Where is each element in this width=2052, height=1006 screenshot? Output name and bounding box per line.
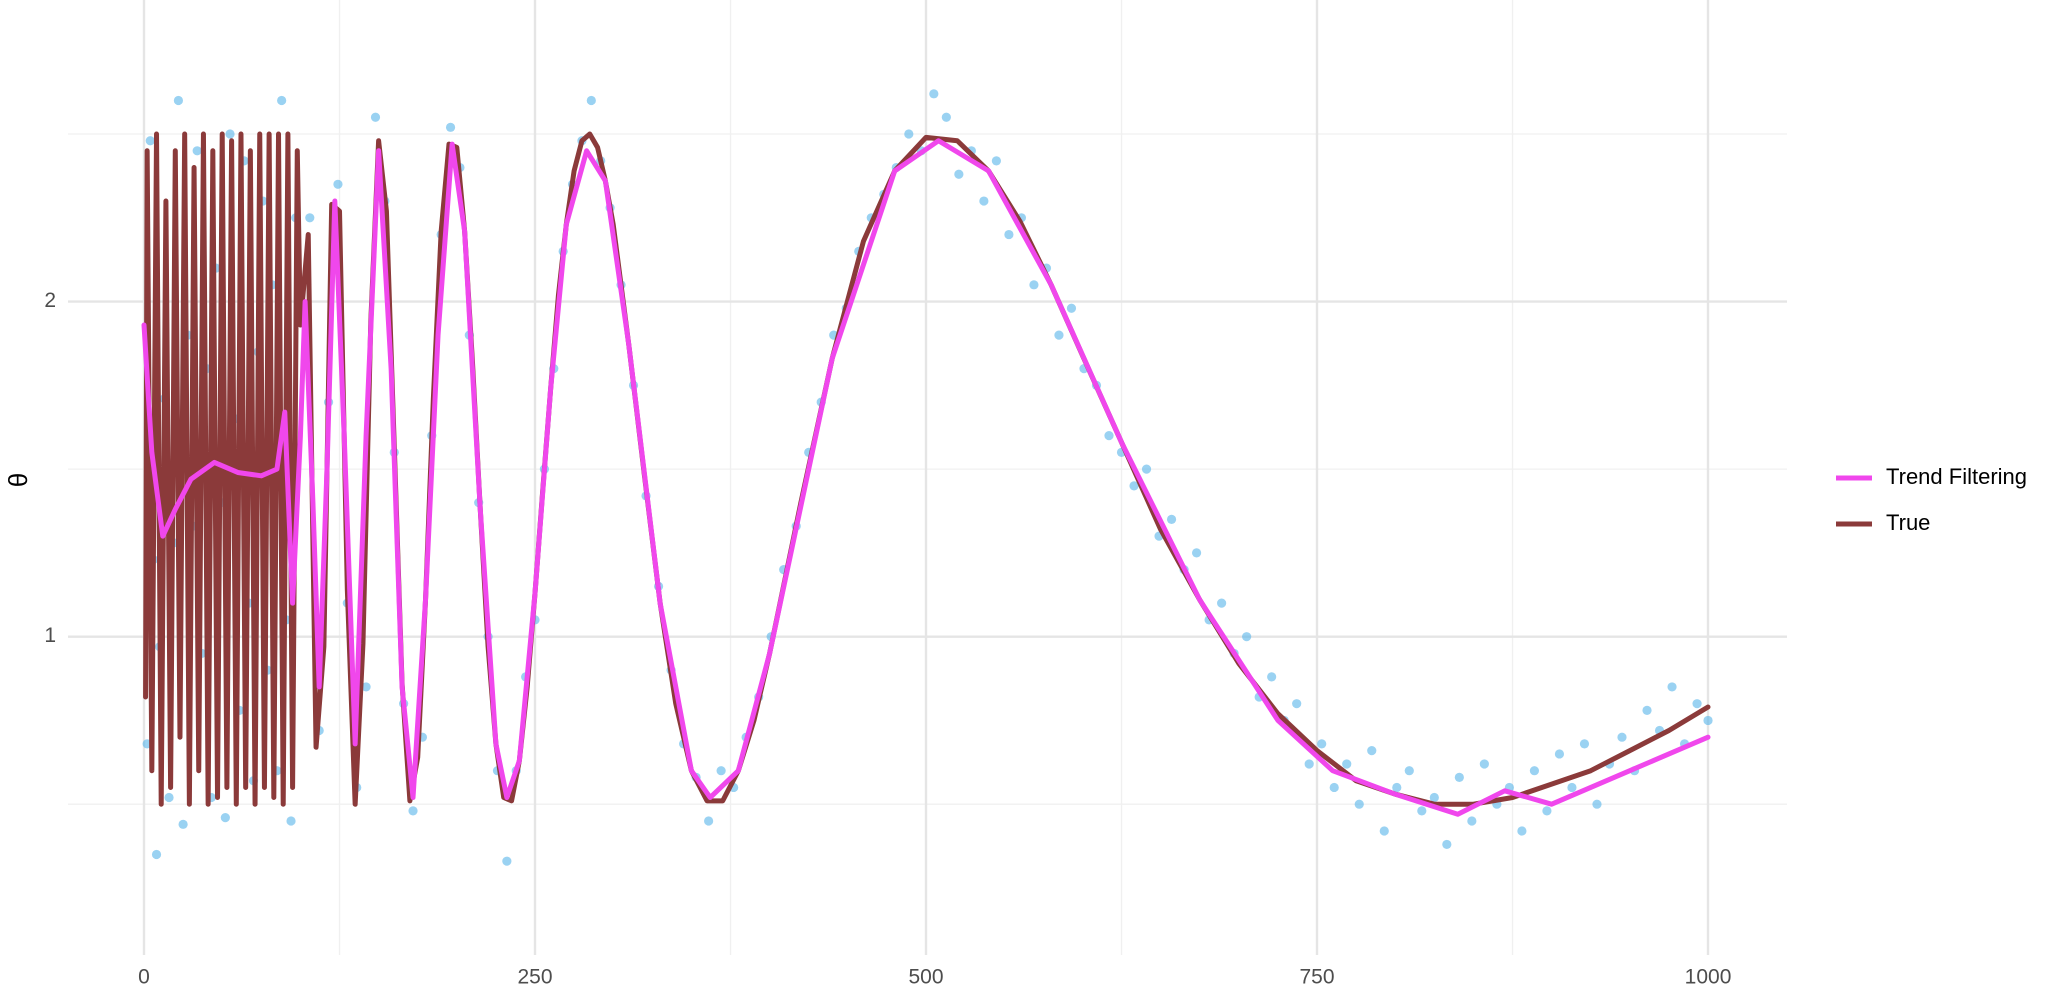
point xyxy=(286,816,296,826)
point xyxy=(1479,759,1489,769)
point xyxy=(408,806,418,816)
point xyxy=(941,112,951,122)
point xyxy=(1667,682,1677,692)
point xyxy=(904,129,914,139)
point xyxy=(164,792,174,803)
point xyxy=(445,122,456,132)
point xyxy=(1191,548,1202,558)
point xyxy=(220,813,230,823)
point xyxy=(716,766,726,776)
point xyxy=(1617,732,1627,742)
point xyxy=(1267,672,1277,682)
point xyxy=(1242,632,1252,642)
point xyxy=(1542,806,1552,816)
point xyxy=(1392,782,1402,793)
point xyxy=(1342,759,1352,769)
point xyxy=(1054,330,1064,340)
y-axis-label: θ xyxy=(3,473,33,487)
point xyxy=(277,95,287,106)
point xyxy=(1467,816,1477,826)
point xyxy=(1554,749,1565,759)
point xyxy=(1692,699,1702,709)
point xyxy=(1129,481,1139,491)
point xyxy=(173,95,184,106)
point xyxy=(1529,766,1540,776)
point xyxy=(1029,280,1039,290)
point xyxy=(1004,229,1014,240)
x-tick-label: 250 xyxy=(517,966,552,989)
point xyxy=(704,816,714,826)
point xyxy=(1567,782,1577,793)
x-tick-label: 750 xyxy=(1299,966,1334,989)
point xyxy=(1354,799,1364,809)
point xyxy=(502,856,512,866)
point xyxy=(586,95,596,106)
x-tick-label: 500 xyxy=(908,966,943,989)
point xyxy=(1317,739,1327,749)
point xyxy=(1579,739,1590,749)
point xyxy=(1304,759,1314,769)
point xyxy=(1292,699,1302,709)
point xyxy=(1417,806,1427,816)
point xyxy=(1592,799,1602,809)
point xyxy=(1217,598,1227,608)
point xyxy=(1329,782,1339,793)
y-tick-label: 2 xyxy=(44,289,56,312)
point xyxy=(1454,772,1464,783)
y-tick-label: 1 xyxy=(44,624,56,647)
point xyxy=(305,213,315,223)
point xyxy=(1166,514,1177,524)
x-tick-label: 0 xyxy=(138,966,150,989)
legend-label: True xyxy=(1886,510,1930,535)
point xyxy=(1517,826,1527,836)
point xyxy=(1429,792,1439,803)
point xyxy=(1442,839,1452,850)
point xyxy=(145,136,155,146)
point xyxy=(1703,715,1713,726)
point xyxy=(979,196,989,206)
point xyxy=(178,819,188,829)
point xyxy=(1367,745,1377,756)
point xyxy=(954,169,964,179)
point xyxy=(1104,431,1114,441)
point xyxy=(1066,303,1077,313)
point xyxy=(929,89,939,99)
point xyxy=(991,156,1001,166)
point xyxy=(151,849,162,860)
point xyxy=(1404,766,1414,776)
point xyxy=(1379,826,1389,836)
point xyxy=(361,682,371,692)
point xyxy=(1642,705,1652,715)
point xyxy=(370,112,381,122)
point xyxy=(333,179,343,189)
point xyxy=(225,129,235,139)
point xyxy=(192,146,202,156)
legend-label: Trend Filtering xyxy=(1886,464,2027,489)
x-tick-label: 1000 xyxy=(1685,966,1732,989)
point xyxy=(1141,464,1152,474)
line xyxy=(141,138,1711,817)
